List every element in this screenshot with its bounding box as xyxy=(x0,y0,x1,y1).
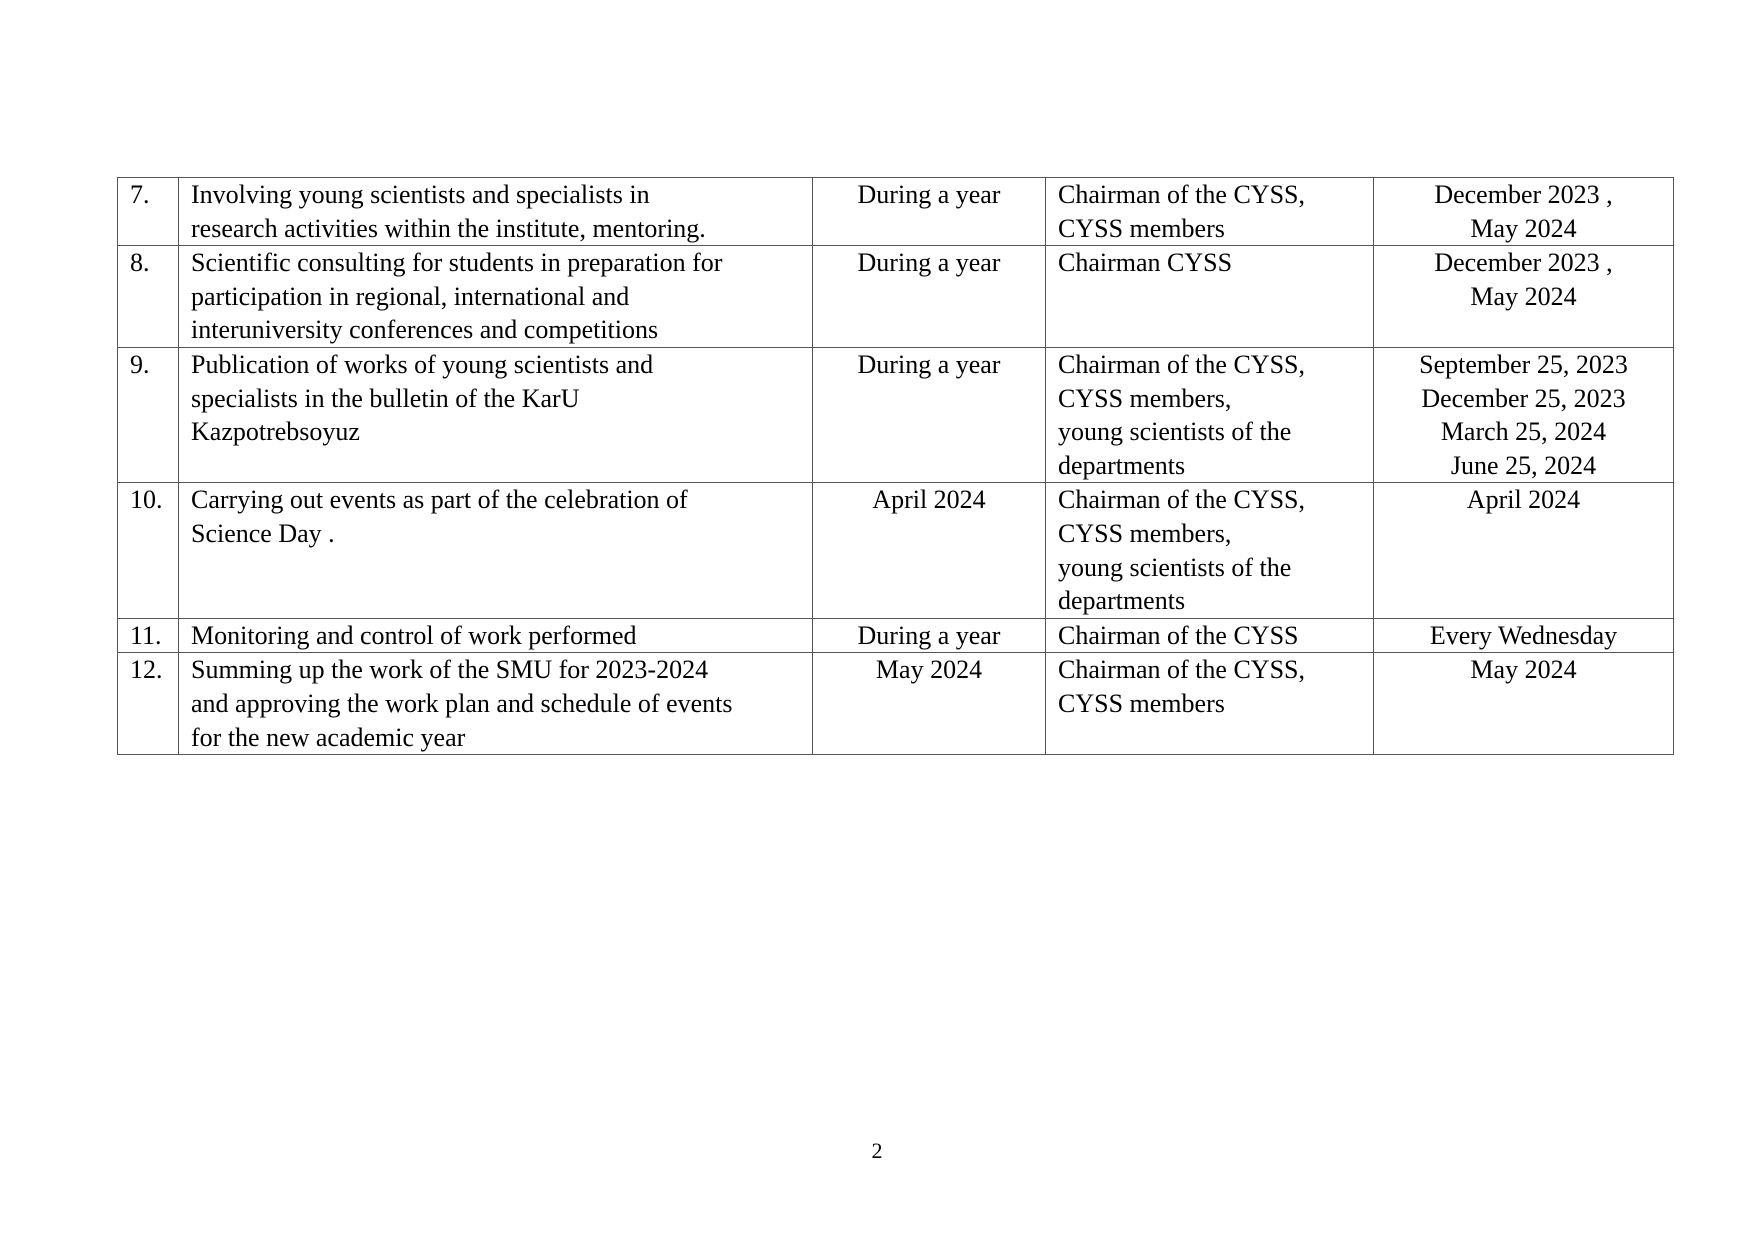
responsible-cell: Chairman of the CYSS, CYSS members xyxy=(1045,652,1374,756)
table-row: 10. Carrying out events as part of the ce… xyxy=(117,482,1674,619)
table-row: 12. Summing up the work of the SMU for 20… xyxy=(117,652,1674,756)
activity-cell: Carrying out events as part of the celeb… xyxy=(178,482,813,619)
responsible-cell: Chairman CYSS xyxy=(1045,245,1374,348)
period-cell: During a year xyxy=(812,346,1046,484)
period-cell: During a year xyxy=(812,245,1046,348)
row-number: 11. xyxy=(117,617,179,654)
row-number: 7. xyxy=(117,176,179,247)
row-number: 9. xyxy=(117,346,179,484)
responsible-cell: Chairman of the CYSS, CYSS members xyxy=(1045,176,1374,247)
activity-cell: Publication of works of young scientists… xyxy=(178,346,813,484)
period-cell: During a year xyxy=(812,176,1046,247)
table-row: 7. Involving young scientists and special… xyxy=(117,176,1674,247)
row-number: 12. xyxy=(117,652,179,756)
responsible-cell: Chairman of the CYSS, CYSS members, youn… xyxy=(1045,482,1374,619)
activity-cell: Scientific consulting for students in pr… xyxy=(178,245,813,348)
table-row: 9. Publication of works of young scientis… xyxy=(117,346,1674,484)
deadline-cell: April 2024 xyxy=(1373,482,1674,619)
responsible-cell: Chairman of the CYSS, CYSS members, youn… xyxy=(1045,346,1374,484)
deadline-cell: December 2023 , May 2024 xyxy=(1373,176,1674,247)
work-plan-table: 7. Involving young scientists and special… xyxy=(117,176,1674,756)
activity-cell: Involving young scientists and specialis… xyxy=(178,176,813,247)
responsible-cell: Chairman of the CYSS xyxy=(1045,617,1374,654)
row-number: 10. xyxy=(117,482,179,619)
deadline-cell: May 2024 xyxy=(1373,652,1674,756)
page-number: 2 xyxy=(871,1138,883,1163)
period-cell: April 2024 xyxy=(812,482,1046,619)
table-row: 8. Scientific consulting for students in … xyxy=(117,245,1674,348)
deadline-cell: Every Wednesday xyxy=(1373,617,1674,654)
row-number: 8. xyxy=(117,245,179,348)
table-row: 11. Monitoring and control of work perfor… xyxy=(117,617,1674,654)
activity-cell: Summing up the work of the SMU for 2023-… xyxy=(178,652,813,756)
period-cell: During a year xyxy=(812,617,1046,654)
period-cell: May 2024 xyxy=(812,652,1046,756)
activity-cell: Monitoring and control of work performed xyxy=(178,617,813,654)
deadline-cell: December 2023 , May 2024 xyxy=(1373,245,1674,348)
deadline-cell: September 25, 2023 December 25, 2023 Mar… xyxy=(1373,346,1674,484)
